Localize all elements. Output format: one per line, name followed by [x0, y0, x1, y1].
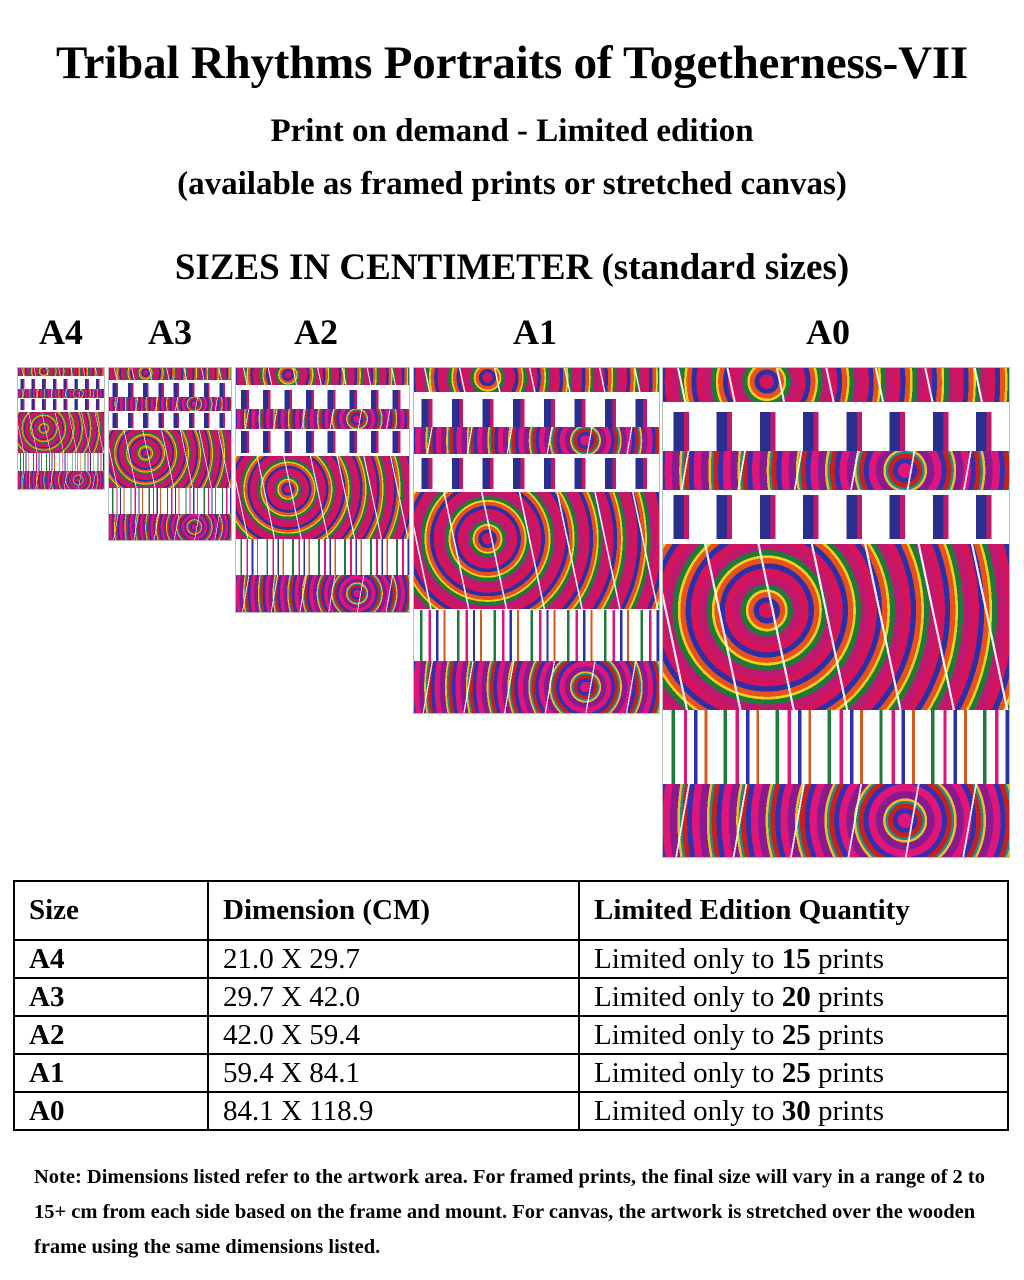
artwork-pattern-segment: [236, 409, 409, 429]
cell-dimension: 21.0 X 29.7: [207, 939, 580, 979]
header-size: Size: [13, 880, 209, 941]
quantity-prefix: Limited only to: [594, 943, 782, 975]
cell-dimension: 59.4 X 84.1: [207, 1053, 580, 1093]
page-title: Tribal Rhythms Portraits of Togetherness…: [55, 37, 969, 89]
header-dimension: Dimension (CM): [207, 880, 580, 941]
artwork-preview-a1: [413, 367, 660, 714]
quantity-number: 20: [781, 981, 811, 1013]
artwork-preview-a3: [108, 367, 232, 541]
artwork-pattern-segment: [414, 457, 659, 489]
subtitle-print-on-demand: Print on demand - Limited edition: [270, 113, 754, 149]
note-text: Note: Dimensions listed refer to the art…: [34, 1166, 986, 1258]
quantity-prefix: Limited only to: [594, 1095, 782, 1127]
quantity-prefix: Limited only to: [594, 1057, 782, 1089]
quantity-suffix: prints: [810, 1019, 884, 1051]
quantity-suffix: prints: [810, 1057, 884, 1089]
cell-quantity: Limited only to 15 prints: [578, 939, 1009, 979]
artwork-pattern-segment: [18, 399, 104, 411]
artwork-pattern-segment: [236, 368, 409, 386]
artwork-pattern-segment: [109, 488, 231, 515]
artwork-preview-a2: [235, 367, 410, 613]
artwork-pattern-segment: [236, 431, 409, 454]
cell-quantity: Limited only to 25 prints: [578, 1015, 1009, 1055]
table-row: A3 29.7 X 42.0 Limited only to 20 prints: [13, 977, 1009, 1017]
table-row: A1 59.4 X 84.1 Limited only to 25 prints: [13, 1053, 1009, 1093]
artwork-pattern-segment: [414, 426, 659, 455]
size-table: Size Dimension (CM) Limited Edition Quan…: [13, 880, 1009, 1131]
quantity-suffix: prints: [810, 943, 884, 975]
table-header-row: Size Dimension (CM) Limited Edition Quan…: [13, 880, 1009, 941]
quantity-suffix: prints: [810, 1095, 884, 1127]
artwork-pattern-segment: [663, 451, 1009, 491]
cell-quantity: Limited only to 30 prints: [578, 1091, 1009, 1131]
artwork-pattern-segment: [414, 492, 659, 610]
artwork-pattern-segment: [236, 538, 409, 576]
cell-dimension: 42.0 X 59.4: [207, 1015, 580, 1055]
artwork-pattern-segment: [18, 368, 104, 377]
artwork-pattern-segment: [414, 609, 659, 662]
artwork-pattern-segment: [109, 514, 231, 540]
cell-dimension: 84.1 X 118.9: [207, 1091, 580, 1131]
artwork-pattern-segment: [109, 429, 231, 489]
cell-size: A3: [13, 977, 209, 1017]
quantity-number: 15: [781, 943, 811, 975]
cell-quantity: Limited only to 20 prints: [578, 977, 1009, 1017]
table-row: A4 21.0 X 29.7 Limited only to 15 prints: [13, 939, 1009, 979]
quantity-prefix: Limited only to: [594, 981, 782, 1013]
artwork-pattern-segment: [663, 495, 1009, 540]
artwork-pattern-segment: [109, 368, 231, 381]
artwork-preview-a4: [17, 367, 105, 490]
cell-quantity: Limited only to 25 prints: [578, 1053, 1009, 1093]
artwork-pattern-segment: [18, 470, 104, 489]
cell-size: A2: [13, 1015, 209, 1055]
artwork-pattern-segment: [109, 412, 231, 429]
size-label-a0: A0: [806, 312, 850, 352]
artwork-pattern-segment: [663, 783, 1009, 857]
artwork-pattern-segment: [18, 411, 104, 453]
size-label-a3: A3: [148, 312, 192, 352]
cell-dimension: 29.7 X 42.0: [207, 977, 580, 1017]
artwork-pattern-segment: [414, 661, 659, 713]
quantity-prefix: Limited only to: [594, 1019, 782, 1051]
artwork-pattern-segment: [663, 544, 1009, 711]
cell-size: A4: [13, 939, 209, 979]
table-row: A2 42.0 X 59.4 Limited only to 25 prints: [13, 1015, 1009, 1055]
artwork-pattern-segment: [109, 397, 231, 411]
artwork-pattern-segment: [414, 368, 659, 393]
quantity-number: 30: [781, 1095, 811, 1127]
size-label-a1: A1: [513, 312, 557, 352]
artwork-pattern-segment: [236, 575, 409, 612]
artwork-pattern-segment: [663, 368, 1009, 403]
artwork-pattern-segment: [18, 452, 104, 471]
table-row: A0 84.1 X 118.9 Limited only to 30 print…: [13, 1091, 1009, 1131]
subtitle-availability: (available as framed prints or stretched…: [177, 166, 847, 202]
sizes-heading: SIZES IN CENTIMETER (standard sizes): [174, 247, 850, 288]
quantity-suffix: prints: [810, 981, 884, 1013]
header-quantity: Limited Edition Quantity: [578, 880, 1009, 941]
artwork-preview-a0: [662, 367, 1010, 858]
cell-size: A0: [13, 1091, 209, 1131]
size-label-a4: A4: [39, 312, 83, 352]
quantity-number: 25: [781, 1057, 811, 1089]
artwork-pattern-segment: [663, 710, 1009, 784]
size-label-a2: A2: [294, 312, 338, 352]
quantity-number: 25: [781, 1019, 811, 1051]
artwork-pattern-segment: [18, 388, 104, 399]
cell-size: A1: [13, 1053, 209, 1093]
artwork-pattern-segment: [236, 455, 409, 539]
